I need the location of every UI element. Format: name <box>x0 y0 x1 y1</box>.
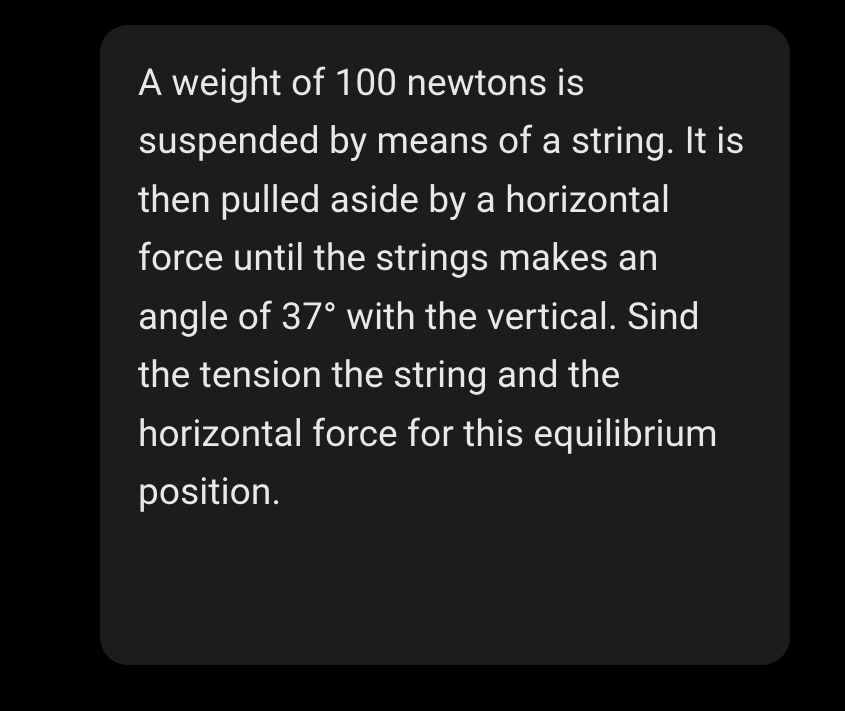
message-bubble: A weight of 100 newtons is suspended by … <box>100 25 790 665</box>
message-text: A weight of 100 newtons is suspended by … <box>138 55 752 523</box>
